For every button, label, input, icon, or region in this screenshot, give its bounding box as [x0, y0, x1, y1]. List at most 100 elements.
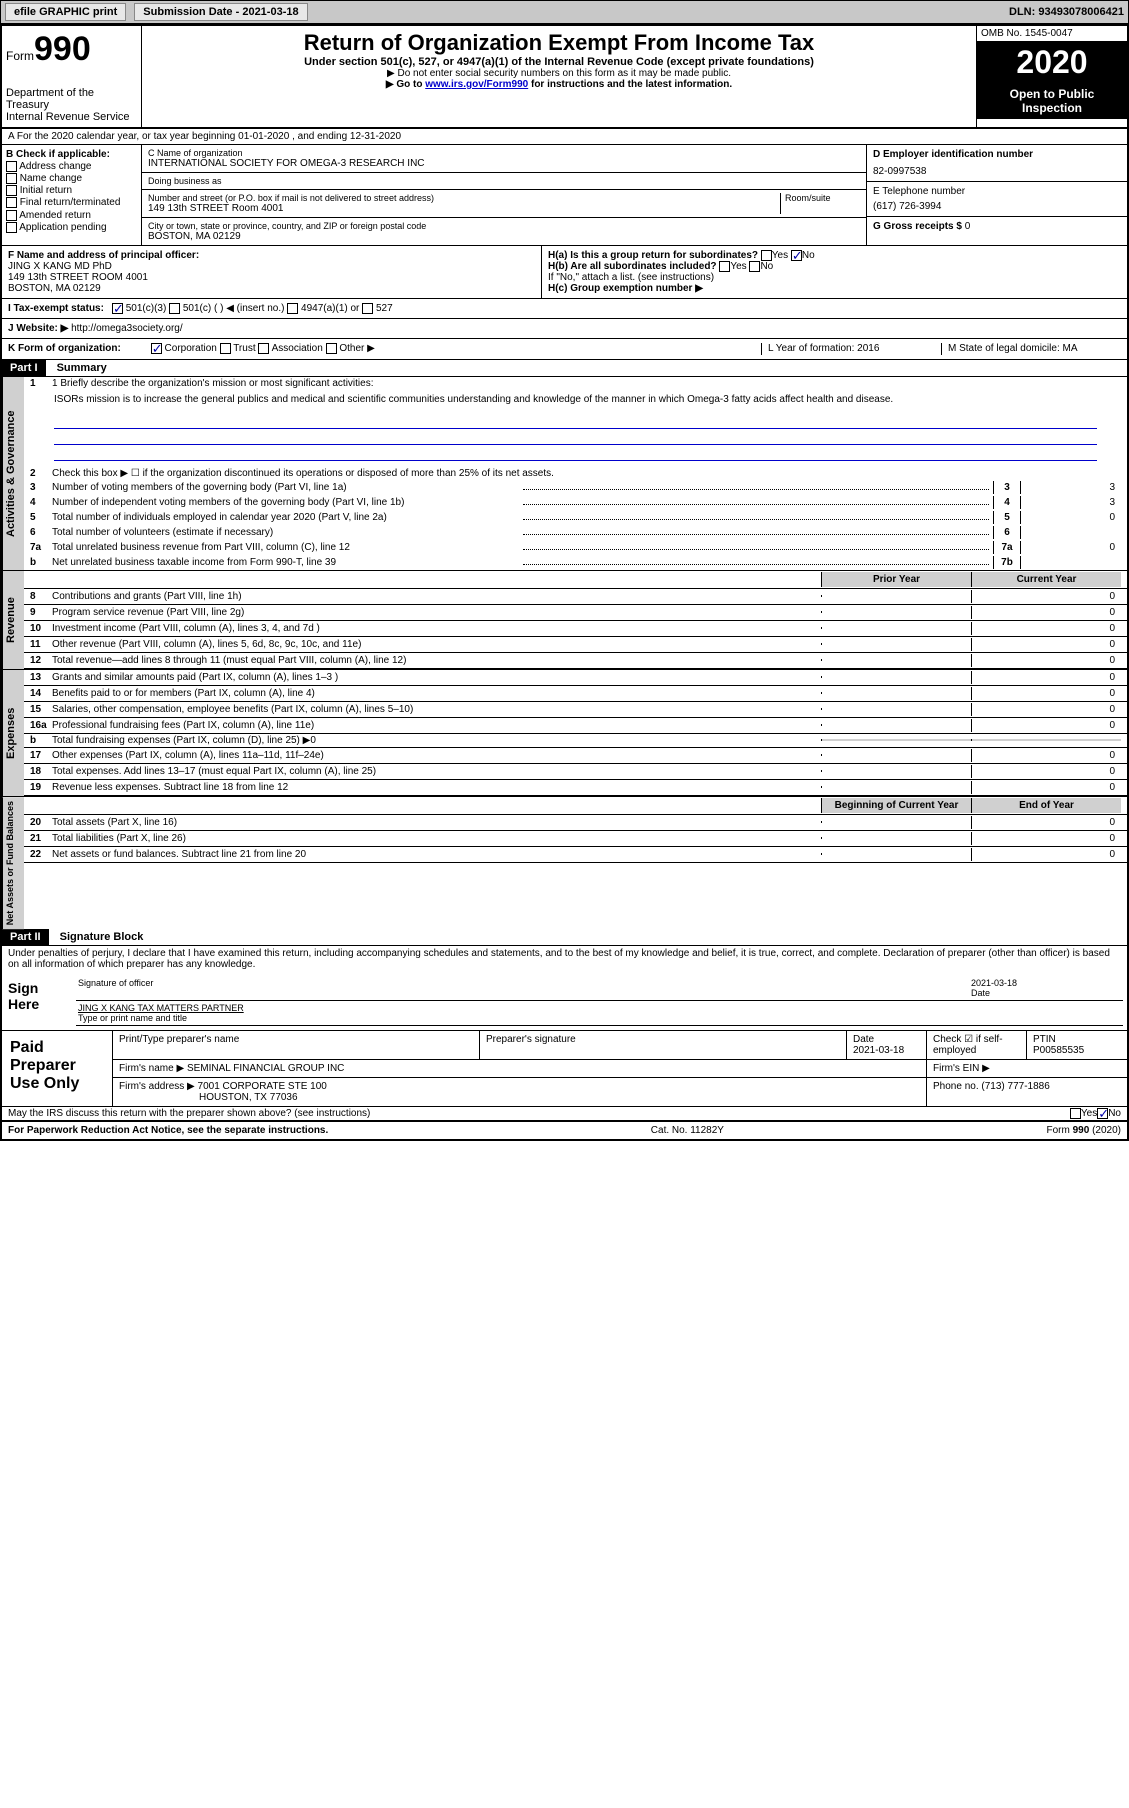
tax-label: I Tax-exempt status:	[8, 303, 104, 314]
line-row: 8Contributions and grants (Part VIII, li…	[24, 589, 1127, 605]
officer-addr2: BOSTON, MA 02129	[8, 283, 535, 294]
discuss-no-checkbox[interactable]	[1097, 1108, 1108, 1119]
officer-label: F Name and address of principal officer:	[8, 250, 535, 261]
discuss-yes: Yes	[1081, 1108, 1097, 1119]
tax-opt-checkbox[interactable]	[362, 303, 373, 314]
box-d: D Employer identification number 82-0997…	[867, 145, 1127, 182]
checkbox-item[interactable]: Name change	[6, 173, 137, 184]
street-row: Number and street (or P.O. box if mail i…	[142, 190, 866, 218]
ha-yes: Yes	[772, 250, 788, 261]
org-name-label: C Name of organization	[148, 148, 860, 158]
hb-no-checkbox[interactable]	[749, 261, 760, 272]
box-f: F Name and address of principal officer:…	[2, 246, 542, 298]
part-ii-title: Signature Block	[52, 929, 152, 945]
footer-right: Form 990 (2020)	[1047, 1125, 1121, 1136]
sig-officer-line: Signature of officer 2021-03-18Date	[76, 976, 1123, 1001]
street-label: Number and street (or P.O. box if mail i…	[148, 193, 780, 203]
checkbox-item[interactable]: Amended return	[6, 210, 137, 221]
part-ii-label: Part II	[2, 929, 49, 945]
header-middle: Return of Organization Exempt From Incom…	[142, 26, 977, 127]
ptin-val: P00585535	[1033, 1045, 1084, 1056]
firm-phone: (713) 777-1886	[981, 1081, 1049, 1092]
form-990: Form990 Department of the Treasury Inter…	[0, 24, 1129, 1141]
ha-no-checkbox[interactable]	[791, 250, 802, 261]
box-defg: D Employer identification number 82-0997…	[867, 145, 1127, 245]
tax-year: 2020	[977, 42, 1127, 83]
website-label: J Website: ▶	[8, 323, 68, 334]
discuss-text: May the IRS discuss this return with the…	[8, 1108, 1070, 1119]
hb-label: H(b) Are all subordinates included?	[548, 261, 717, 272]
form-subtitle: Under section 501(c), 527, or 4947(a)(1)…	[146, 56, 972, 68]
tax-opt-checkbox[interactable]	[169, 303, 180, 314]
top-bar: efile GRAPHIC print Submission Date - 20…	[0, 0, 1129, 24]
ptin-cell: PTINP00585535	[1027, 1031, 1127, 1059]
line-row: 15Salaries, other compensation, employee…	[24, 702, 1127, 718]
website-value: http://omega3society.org/	[71, 323, 183, 334]
header-right: OMB No. 1545-0047 2020 Open to Public In…	[977, 26, 1127, 127]
line-row: 17Other expenses (Part IX, column (A), l…	[24, 748, 1127, 764]
line-row: 11Other revenue (Part VIII, column (A), …	[24, 637, 1127, 653]
hb-yes: Yes	[730, 261, 746, 272]
tax-opt-checkbox[interactable]	[112, 303, 123, 314]
open-inspection: Open to Public Inspection	[977, 83, 1127, 119]
formorg-checkbox[interactable]	[258, 343, 269, 354]
room-label: Room/suite	[785, 193, 860, 203]
line-row: bNet unrelated business taxable income f…	[24, 555, 1127, 570]
dln-value: 93493078006421	[1038, 6, 1124, 18]
line-row: 3Number of voting members of the governi…	[24, 480, 1127, 495]
goto-pre: ▶ Go to	[386, 79, 425, 90]
line-row: bTotal fundraising expenses (Part IX, co…	[24, 734, 1127, 748]
formorg-checkbox[interactable]	[220, 343, 231, 354]
hb-yes-checkbox[interactable]	[719, 261, 730, 272]
beg-year-hdr: Beginning of Current Year	[821, 798, 971, 813]
checkbox-item[interactable]: Address change	[6, 161, 137, 172]
footer-left: For Paperwork Reduction Act Notice, see …	[8, 1125, 328, 1136]
line-row: 9Program service revenue (Part VIII, lin…	[24, 605, 1127, 621]
box-l: L Year of formation: 2016	[761, 343, 941, 354]
hc-label: H(c) Group exemption number ▶	[548, 283, 703, 294]
dln-label: DLN:	[1009, 6, 1035, 18]
officer-name: JING X KANG MD PhD	[8, 261, 535, 272]
box-g: G Gross receipts $ 0	[867, 217, 1127, 236]
ha-yes-checkbox[interactable]	[761, 250, 772, 261]
hb-note: If "No," attach a list. (see instruction…	[548, 272, 1121, 283]
box-e: E Telephone number (617) 726-3994	[867, 182, 1127, 217]
prep-sig-lbl: Preparer's signature	[480, 1031, 847, 1059]
submission-date-button[interactable]: Submission Date - 2021-03-18	[134, 3, 307, 21]
line-row: 13Grants and similar amounts paid (Part …	[24, 670, 1127, 686]
form990-link[interactable]: www.irs.gov/Form990	[425, 79, 528, 90]
q2-text: Check this box ▶ ☐ if the organization d…	[52, 468, 554, 479]
firm-addr-lbl: Firm's address ▶	[119, 1081, 195, 1092]
checkbox-item[interactable]: Final return/terminated	[6, 197, 137, 208]
discuss-row: May the IRS discuss this return with the…	[2, 1106, 1127, 1121]
irs-label: Internal Revenue Service	[6, 111, 137, 123]
ha-label: H(a) Is this a group return for subordin…	[548, 250, 758, 261]
firm-name-lbl: Firm's name ▶	[119, 1063, 184, 1074]
form-header: Form990 Department of the Treasury Inter…	[2, 26, 1127, 129]
efile-button[interactable]: efile GRAPHIC print	[5, 3, 126, 21]
prep-name-lbl: Print/Type preparer's name	[113, 1031, 480, 1059]
org-name: INTERNATIONAL SOCIETY FOR OMEGA-3 RESEAR…	[148, 158, 860, 169]
ha-row: H(a) Is this a group return for subordin…	[548, 250, 1121, 261]
firm-ein-lbl: Firm's EIN ▶	[927, 1060, 1127, 1077]
formorg-checkbox[interactable]	[326, 343, 337, 354]
blank-line	[54, 447, 1097, 461]
discuss-yes-checkbox[interactable]	[1070, 1108, 1081, 1119]
mission-text: ISORs mission is to increase the general…	[24, 390, 1127, 409]
declaration: Under penalties of perjury, I declare th…	[2, 946, 1127, 972]
goto-post: for instructions and the latest informat…	[528, 79, 732, 90]
q1-text: 1 Briefly describe the organization's mi…	[52, 378, 374, 389]
street-value: 149 13th STREET Room 4001	[148, 203, 780, 214]
dept-treasury: Department of the Treasury	[6, 87, 137, 111]
line-row: 21Total liabilities (Part X, line 26)0	[24, 831, 1127, 847]
row-i-tax: I Tax-exempt status: 501(c)(3) 501(c) ( …	[2, 299, 1127, 319]
checkbox-item[interactable]: Application pending	[6, 222, 137, 233]
line-row: 4Number of independent voting members of…	[24, 495, 1127, 510]
sig-date: 2021-03-18Date	[971, 978, 1121, 998]
checkbox-item[interactable]: Initial return	[6, 185, 137, 196]
formorg-checkbox[interactable]	[151, 343, 162, 354]
tax-opt-checkbox[interactable]	[287, 303, 298, 314]
blank-line	[54, 415, 1097, 429]
sig-date-val: 2021-03-18	[971, 978, 1017, 988]
dln: DLN: 93493078006421	[1009, 6, 1124, 18]
